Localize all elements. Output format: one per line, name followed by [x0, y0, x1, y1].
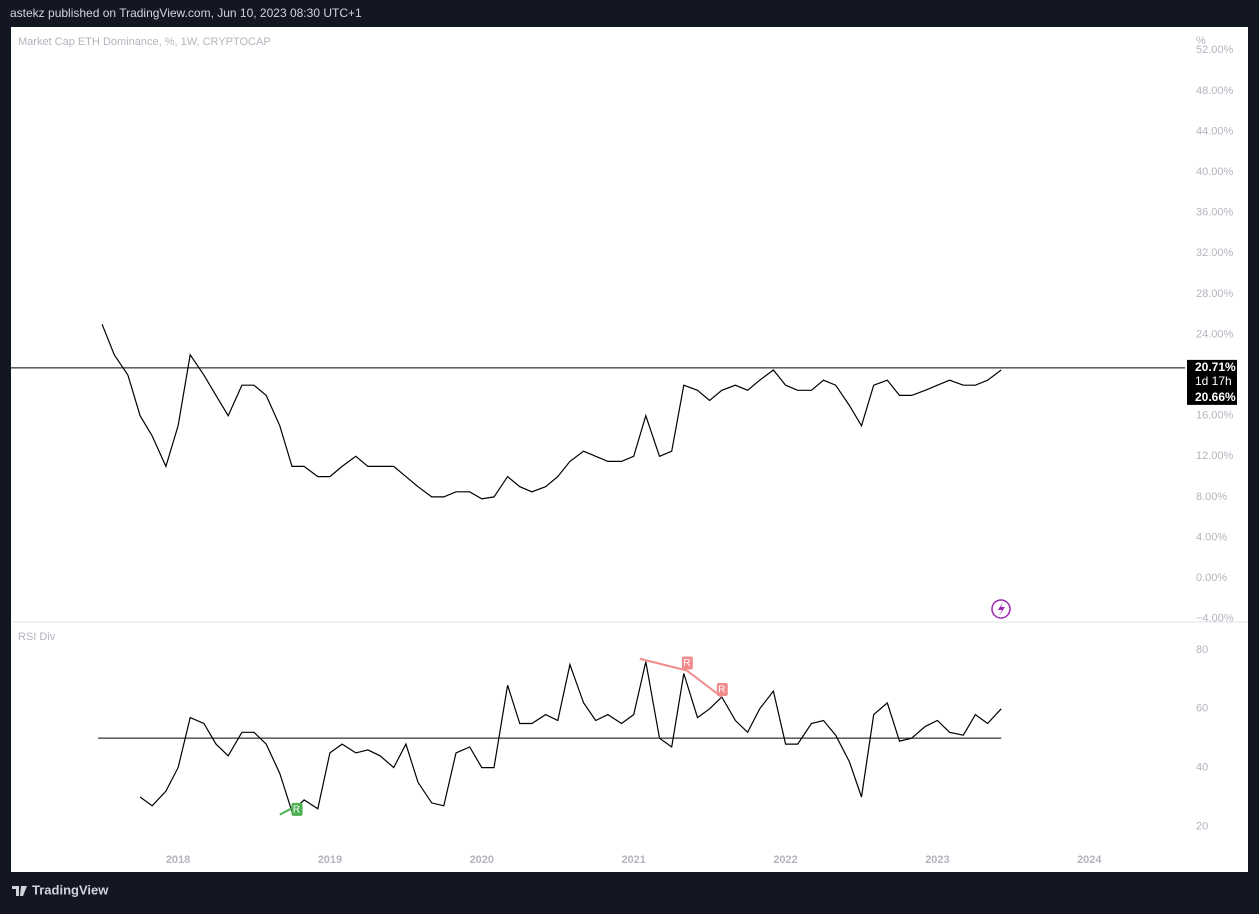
axis-unit: %: [1196, 35, 1206, 47]
divergence-label: R: [683, 658, 690, 669]
footer-logo: TradingView: [32, 882, 109, 897]
y-tick-label: 0.00%: [1196, 572, 1227, 584]
y-tick-label: 24.00%: [1196, 328, 1234, 340]
y-tick-label: 4.00%: [1196, 531, 1227, 543]
y-tick-label: 60: [1196, 703, 1208, 715]
data-line: [139, 661, 1002, 813]
y-tick-label: 32.00%: [1196, 247, 1234, 259]
y-tick-label: 44.00%: [1196, 125, 1234, 137]
y-tick-label: 80: [1196, 644, 1208, 656]
alert-icon[interactable]: [991, 599, 1011, 619]
y-tick-label: 8.00%: [1196, 491, 1227, 503]
y-tick-label: 16.00%: [1196, 410, 1234, 422]
price-label: 20.71%: [1195, 360, 1236, 374]
chart-area: [11, 27, 1248, 872]
x-tick-label: 2019: [318, 854, 342, 866]
x-tick-label: 2023: [925, 854, 949, 866]
y-tick-label: 48.00%: [1196, 85, 1234, 97]
divergence-line: [639, 657, 688, 672]
x-tick-label: 2024: [1077, 854, 1102, 866]
divergence-line: [686, 669, 723, 698]
close-label: 20.66%: [1195, 390, 1236, 404]
chart-title: Market Cap ETH Dominance, %, 1W, CRYPTOC…: [18, 36, 271, 48]
x-tick-label: 2020: [470, 854, 494, 866]
divergence-badge: [291, 802, 303, 816]
logo-icon: [12, 886, 27, 896]
countdown: 1d 17h: [1195, 374, 1232, 388]
x-tick-label: 2022: [773, 854, 797, 866]
divergence-label: R: [718, 685, 725, 696]
y-tick-label: 52.00%: [1196, 44, 1234, 56]
x-tick-label: 2021: [621, 854, 645, 866]
y-tick-label: 40: [1196, 761, 1208, 773]
divergence-label: R: [293, 804, 300, 815]
y-tick-label: 40.00%: [1196, 166, 1234, 178]
alert-bolt: [998, 602, 1005, 616]
y-tick-label: 20: [1196, 820, 1208, 832]
y-tick-label: 28.00%: [1196, 288, 1234, 300]
y-tick-label: 36.00%: [1196, 207, 1234, 219]
pane-title: RSI Div: [18, 631, 56, 643]
divergence-badge: [681, 656, 693, 670]
price-label-bg: [1187, 359, 1237, 405]
y-tick-label: −4.00%: [1196, 613, 1234, 625]
header: astekz published on TradingView.com, Jun…: [10, 6, 362, 20]
data-line: [101, 324, 1002, 500]
x-tick-label: 2018: [166, 854, 190, 866]
divergence-badge: [716, 683, 728, 696]
y-tick-label: 12.00%: [1196, 450, 1234, 462]
